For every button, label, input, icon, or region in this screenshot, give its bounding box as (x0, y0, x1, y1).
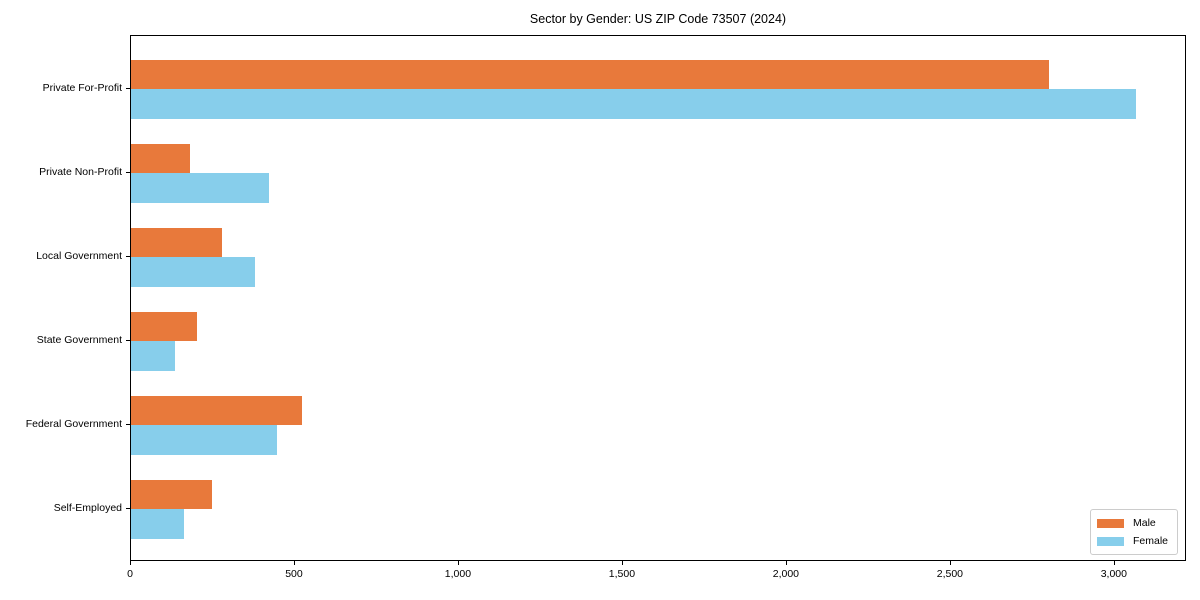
bar-male-private-non-profit (131, 143, 191, 174)
y-axis-label-self-employed: Self-Employed (53, 502, 122, 514)
bar-male-private-for-profit (131, 59, 1050, 90)
legend-item-female: Female (1097, 534, 1171, 548)
y-axis-label-private-non-profit: Private Non-Profit (39, 166, 122, 179)
y-axis-label-state-government: State Government (36, 334, 122, 347)
x-tick-label-2500: 2,500 (936, 568, 964, 580)
bar-female-self-employed (131, 509, 185, 539)
x-axis-tick (457, 561, 459, 565)
bar-female-state-government (131, 341, 176, 371)
x-tick-label-0: 0 (127, 568, 133, 580)
legend-label-male: Male (1133, 517, 1156, 529)
legend-swatch-male (1097, 518, 1124, 528)
legend-swatch-female (1097, 536, 1124, 546)
x-tick-label-1000: 1,000 (444, 568, 472, 580)
plot-area (130, 35, 1186, 561)
legend-item-male: Male (1097, 516, 1171, 530)
x-tick-label-1500: 1,500 (608, 568, 636, 580)
x-tick-label-500: 500 (285, 568, 303, 580)
x-axis-tick (293, 561, 295, 565)
bar-female-local-government (131, 257, 255, 287)
y-axis-label-private-for-profit: Private For-Profit (42, 82, 122, 95)
legend-label-female: Female (1133, 535, 1169, 547)
x-axis-tick (621, 561, 623, 565)
bar-male-local-government (131, 227, 222, 258)
bar-female-private-non-profit (131, 173, 269, 203)
y-axis-tick (126, 172, 130, 174)
bar-male-self-employed (131, 479, 212, 509)
x-tick-label-2000: 2,000 (772, 568, 800, 580)
x-axis-tick (1113, 561, 1115, 565)
x-tick-label-3000: 3,000 (1100, 568, 1127, 580)
y-axis-label-local-government: Local Government (36, 250, 122, 263)
bar-female-private-for-profit (131, 89, 1137, 119)
y-axis-tick (126, 424, 130, 426)
bar-female-federal-government (131, 425, 277, 455)
x-axis-tick (785, 561, 787, 565)
y-axis-label-federal-government: Federal Government (25, 418, 122, 431)
x-axis-tick (130, 561, 131, 565)
legend: Male Female (1090, 509, 1178, 555)
bar-male-federal-government (131, 395, 302, 426)
y-axis-tick (126, 256, 130, 258)
x-axis-tick (949, 561, 951, 565)
y-axis-tick (126, 88, 130, 90)
y-axis-tick (126, 508, 130, 509)
y-axis-tick (126, 340, 130, 342)
bar-male-state-government (131, 311, 197, 342)
chart-title: Sector by Gender: US ZIP Code 73507 (202… (529, 12, 787, 26)
